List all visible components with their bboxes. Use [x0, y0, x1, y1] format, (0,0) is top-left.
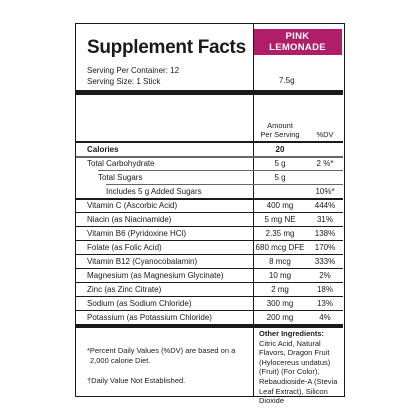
nutrient-name: Magnesium (as Magnesium Glycinate) — [87, 271, 224, 280]
dv-footnote: *Percent Daily Values (%DV) are based on… — [87, 346, 235, 366]
flavor-line-2: LEMONADE — [253, 42, 342, 53]
nutrient-amount: 2 mg — [253, 285, 307, 294]
table-row: Vitamin C (Ascorbic Acid) 400 mg 444% — [76, 198, 343, 212]
nutrient-dv: 333% — [307, 257, 343, 266]
dv-column-header: %DV — [307, 130, 343, 139]
other-ingredients-heading: Other Ingredients: — [259, 329, 341, 339]
nutrient-name: Includes 5 g Added Sugars — [106, 187, 202, 196]
nutrient-name: Vitamin B6 (Pyridoxine HCl) — [87, 229, 186, 238]
nutrient-dv: 444% — [307, 201, 343, 210]
nutrient-dv: 10%* — [307, 187, 343, 196]
label-title: Supplement Facts — [87, 37, 246, 59]
nutrient-dv: 2% — [307, 271, 343, 280]
not-established-note: †Daily Value Not Established. — [87, 376, 185, 386]
nutrient-name: Niacin (as Niacinamide) — [87, 215, 171, 224]
nutrient-amount: 400 mg — [253, 201, 307, 210]
serving-size: Serving Size: 1 Stick — [87, 77, 179, 88]
serving-size-value: 7.5g — [279, 76, 295, 85]
nutrient-dv: 13% — [307, 299, 343, 308]
nutrient-dv: 31% — [307, 215, 343, 224]
nutrient-amount: 2.35 mg — [253, 229, 307, 238]
other-ingredients-list: Citric Acid, Natural Flavors, Dragon Fru… — [259, 339, 341, 406]
nutrient-name: Potassium (as Potassium Chloride) — [87, 313, 212, 322]
nutrient-name: Zinc (as Zinc Citrate) — [87, 285, 161, 294]
nutrient-dv: 170% — [307, 243, 343, 252]
nutrient-amount: 5 g — [253, 159, 307, 168]
nutrient-amount: 8 mcg — [253, 257, 307, 266]
table-row: Sodium (as Sodium Chloride) 300 mg 13% — [76, 296, 343, 310]
header-rule — [76, 90, 343, 95]
servings-per-container: Serving Per Container: 12 — [87, 66, 179, 77]
nutrient-name: Sodium (as Sodium Chloride) — [87, 299, 192, 308]
nutrient-amount: 5 g — [253, 173, 307, 182]
table-row: Folate (as Folic Acid) 680 mcg DFE 170% — [76, 240, 343, 254]
nutrient-name: Folate (as Folic Acid) — [87, 243, 162, 252]
nutrient-dv: 138% — [307, 229, 343, 238]
table-row: Potassium (as Potassium Chloride) 200 mg 4… — [76, 310, 343, 324]
nutrient-dv: 2 %* — [307, 159, 343, 168]
nutrient-dv: 4% — [307, 313, 343, 322]
table-row: Vitamin B12 (Cyanocobalamin) 8 mcg 333% — [76, 254, 343, 268]
amount-column-header: Amount Per Serving — [253, 121, 307, 139]
nutrient-amount: 200 mg — [253, 313, 307, 322]
nutrient-name: Total Sugars — [98, 173, 142, 182]
label-header: Supplement Facts PINK LEMONADE Serving P… — [76, 24, 343, 94]
flavor-line-1: PINK — [253, 31, 342, 42]
footnote-rule — [76, 324, 343, 328]
serving-info: Serving Per Container: 12 Serving Size: … — [87, 66, 179, 87]
table-row: Niacin (as Niacinamide) 5 mg NE 31% — [76, 212, 343, 226]
nutrient-amount: 5 mg NE — [253, 215, 307, 224]
other-ingredients: Other Ingredients: Citric Acid, Natural … — [259, 329, 341, 406]
nutrient-dv: 18% — [307, 285, 343, 294]
flavor-badge: PINK LEMONADE — [253, 29, 342, 55]
nutrient-name: Vitamin C (Ascorbic Acid) — [87, 201, 177, 210]
table-row: Includes 5 g Added Sugars 10%* — [76, 184, 343, 198]
table-row: Zinc (as Zinc Citrate) 2 mg 18% — [76, 282, 343, 296]
table-row: Calories 20 — [76, 142, 343, 156]
nutrient-amount: 10 mg — [253, 271, 307, 280]
table-row: Magnesium (as Magnesium Glycinate) 10 mg 2… — [76, 268, 343, 282]
nutrient-name: Calories — [87, 145, 119, 154]
header-divider — [253, 24, 254, 94]
supplement-facts-panel: Supplement Facts PINK LEMONADE Serving P… — [75, 23, 345, 397]
table-row: Vitamin B6 (Pyridoxine HCl) 2.35 mg 138% — [76, 226, 343, 240]
nutrient-amount: 20 — [253, 145, 307, 154]
nutrient-amount: 680 mcg DFE — [253, 243, 307, 252]
nutrient-amount: 300 mg — [253, 299, 307, 308]
nutrient-name: Total Carbohydrate — [87, 159, 155, 168]
table-row: Total Sugars 5 g — [76, 170, 343, 184]
nutrient-name: Vitamin B12 (Cyanocobalamin) — [87, 257, 197, 266]
